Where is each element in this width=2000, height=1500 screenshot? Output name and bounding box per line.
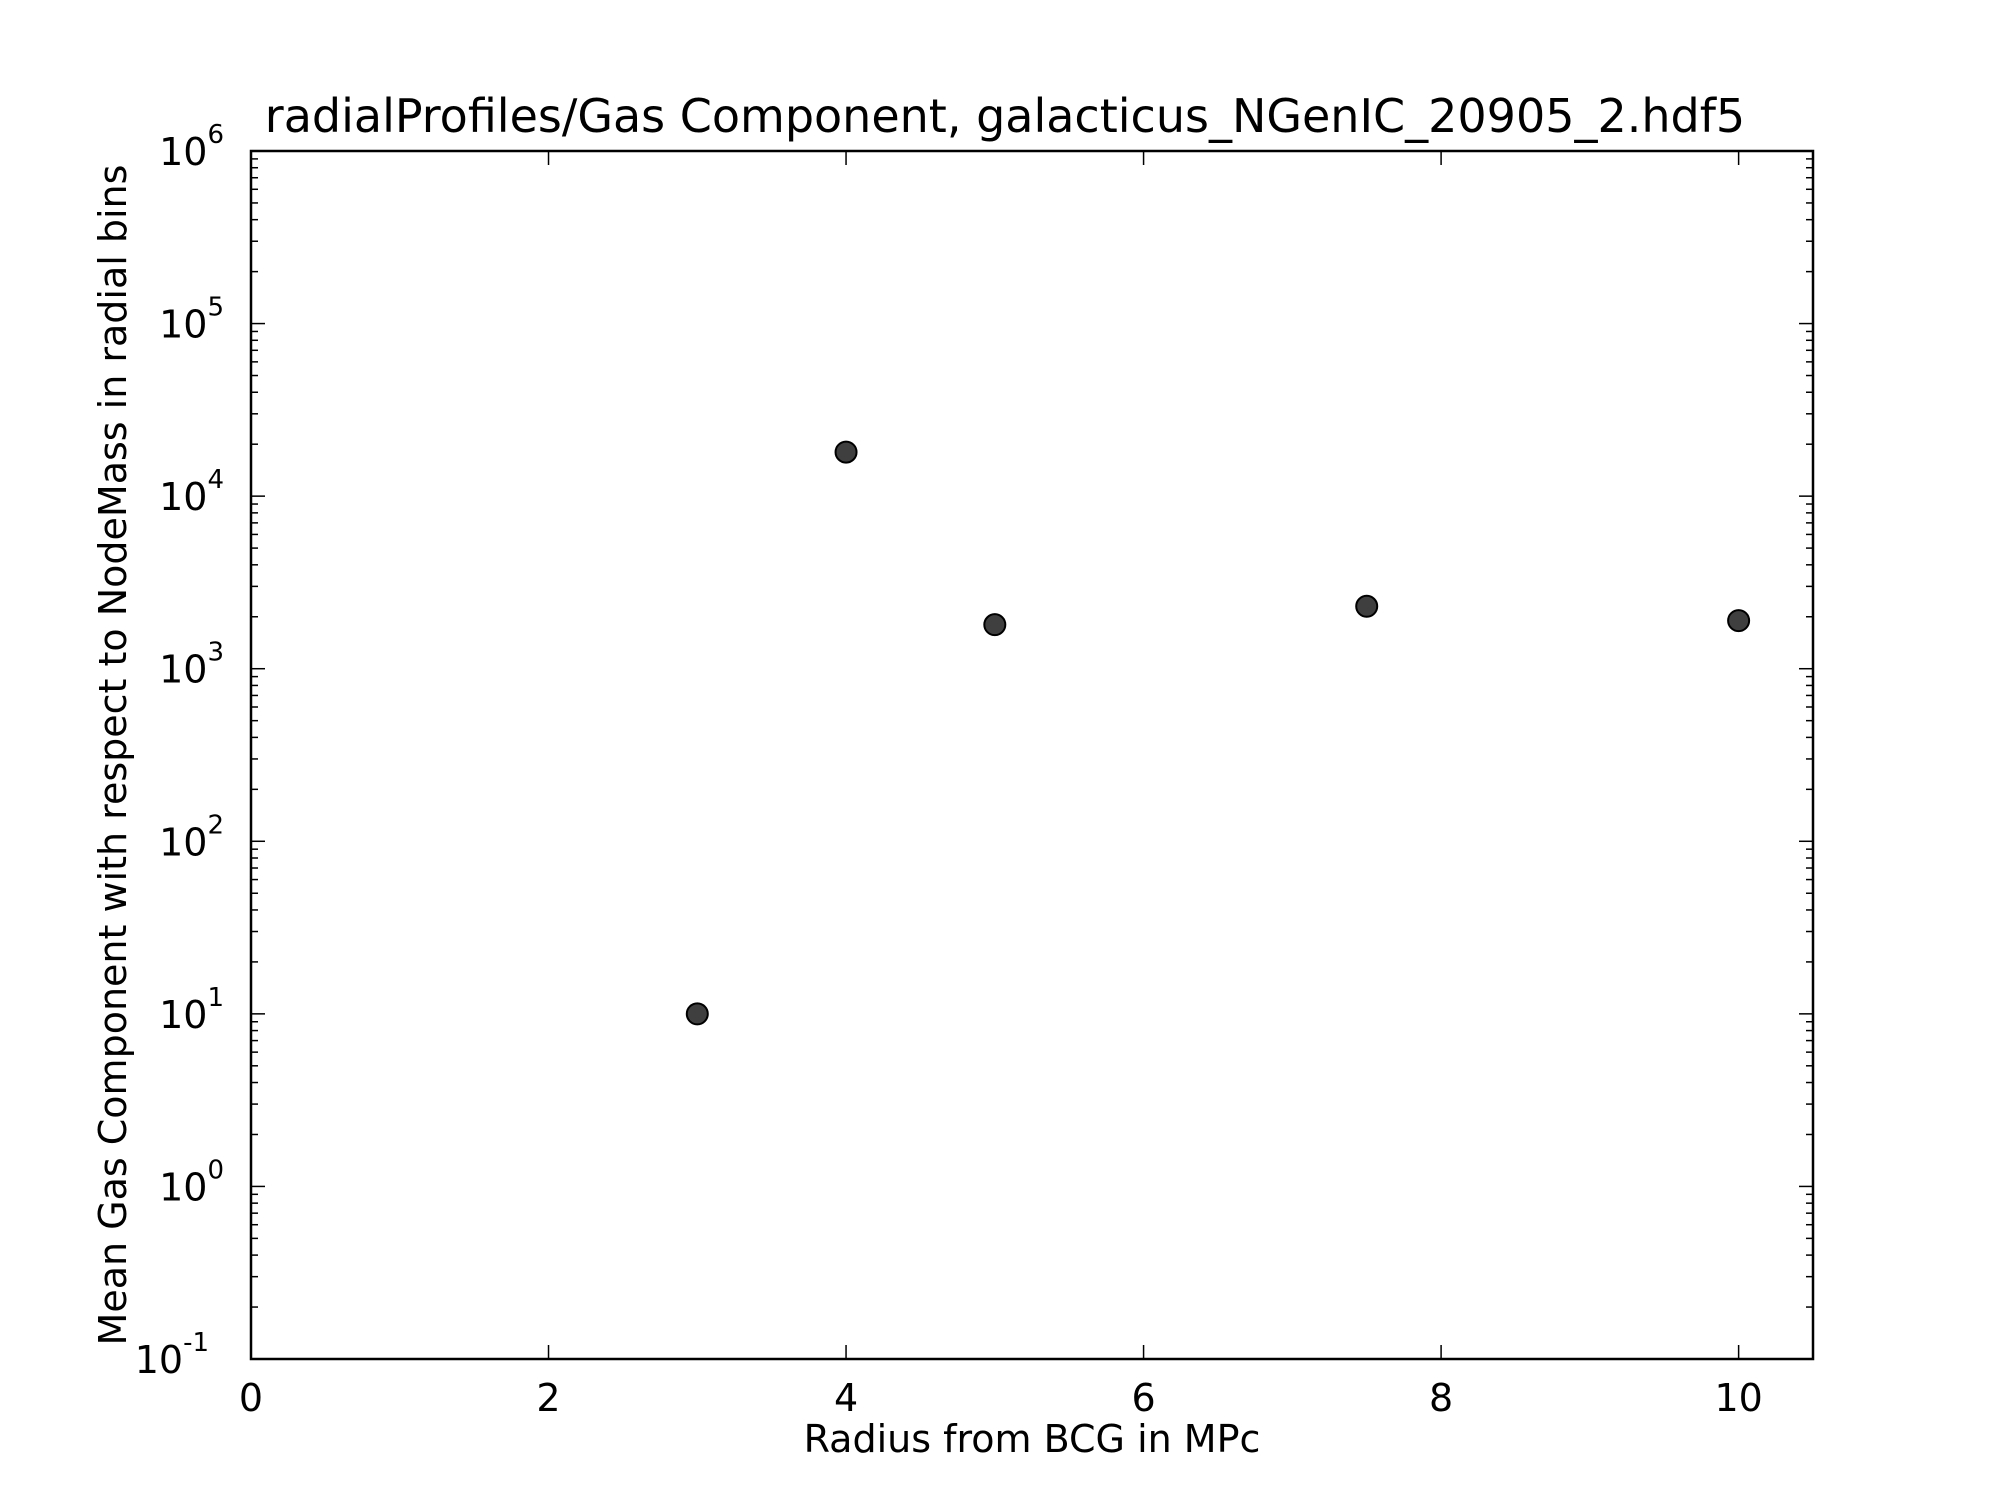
y-tick-label: 105	[159, 293, 224, 347]
y-tick-label: 103	[159, 638, 224, 692]
data-points	[685, 440, 1751, 1026]
x-tick-label: 4	[834, 1376, 858, 1420]
data-point	[834, 440, 858, 464]
y-tick-label: 10-1	[135, 1328, 209, 1382]
data-point	[1727, 609, 1751, 633]
x-tick-label: 2	[536, 1376, 560, 1420]
y-tick-label: 106	[159, 120, 224, 174]
x-tick-label: 8	[1429, 1376, 1453, 1420]
chart-title: radialProfiles/Gas Component, galacticus…	[265, 89, 1745, 143]
y-tick-label: 104	[159, 465, 224, 519]
x-axis-label: Radius from BCG in MPc	[804, 1417, 1261, 1461]
data-point	[1355, 594, 1379, 618]
x-tick-label: 10	[1714, 1376, 1762, 1420]
plot-frame	[249, 149, 1815, 1361]
y-tick-label: 102	[159, 810, 224, 864]
y-axis-label: Mean Gas Component with respect to NodeM…	[91, 165, 135, 1346]
x-tick-label: 0	[239, 1376, 263, 1420]
data-point	[983, 613, 1007, 637]
x-tick-label: 6	[1131, 1376, 1155, 1420]
axis-ticks: 0 2 4 6 8 10 10-1 100 101 102 103 104 105 106	[135, 120, 1813, 1420]
data-point	[685, 1002, 709, 1026]
y-tick-label: 100	[159, 1155, 224, 1209]
y-tick-label: 101	[159, 983, 224, 1037]
